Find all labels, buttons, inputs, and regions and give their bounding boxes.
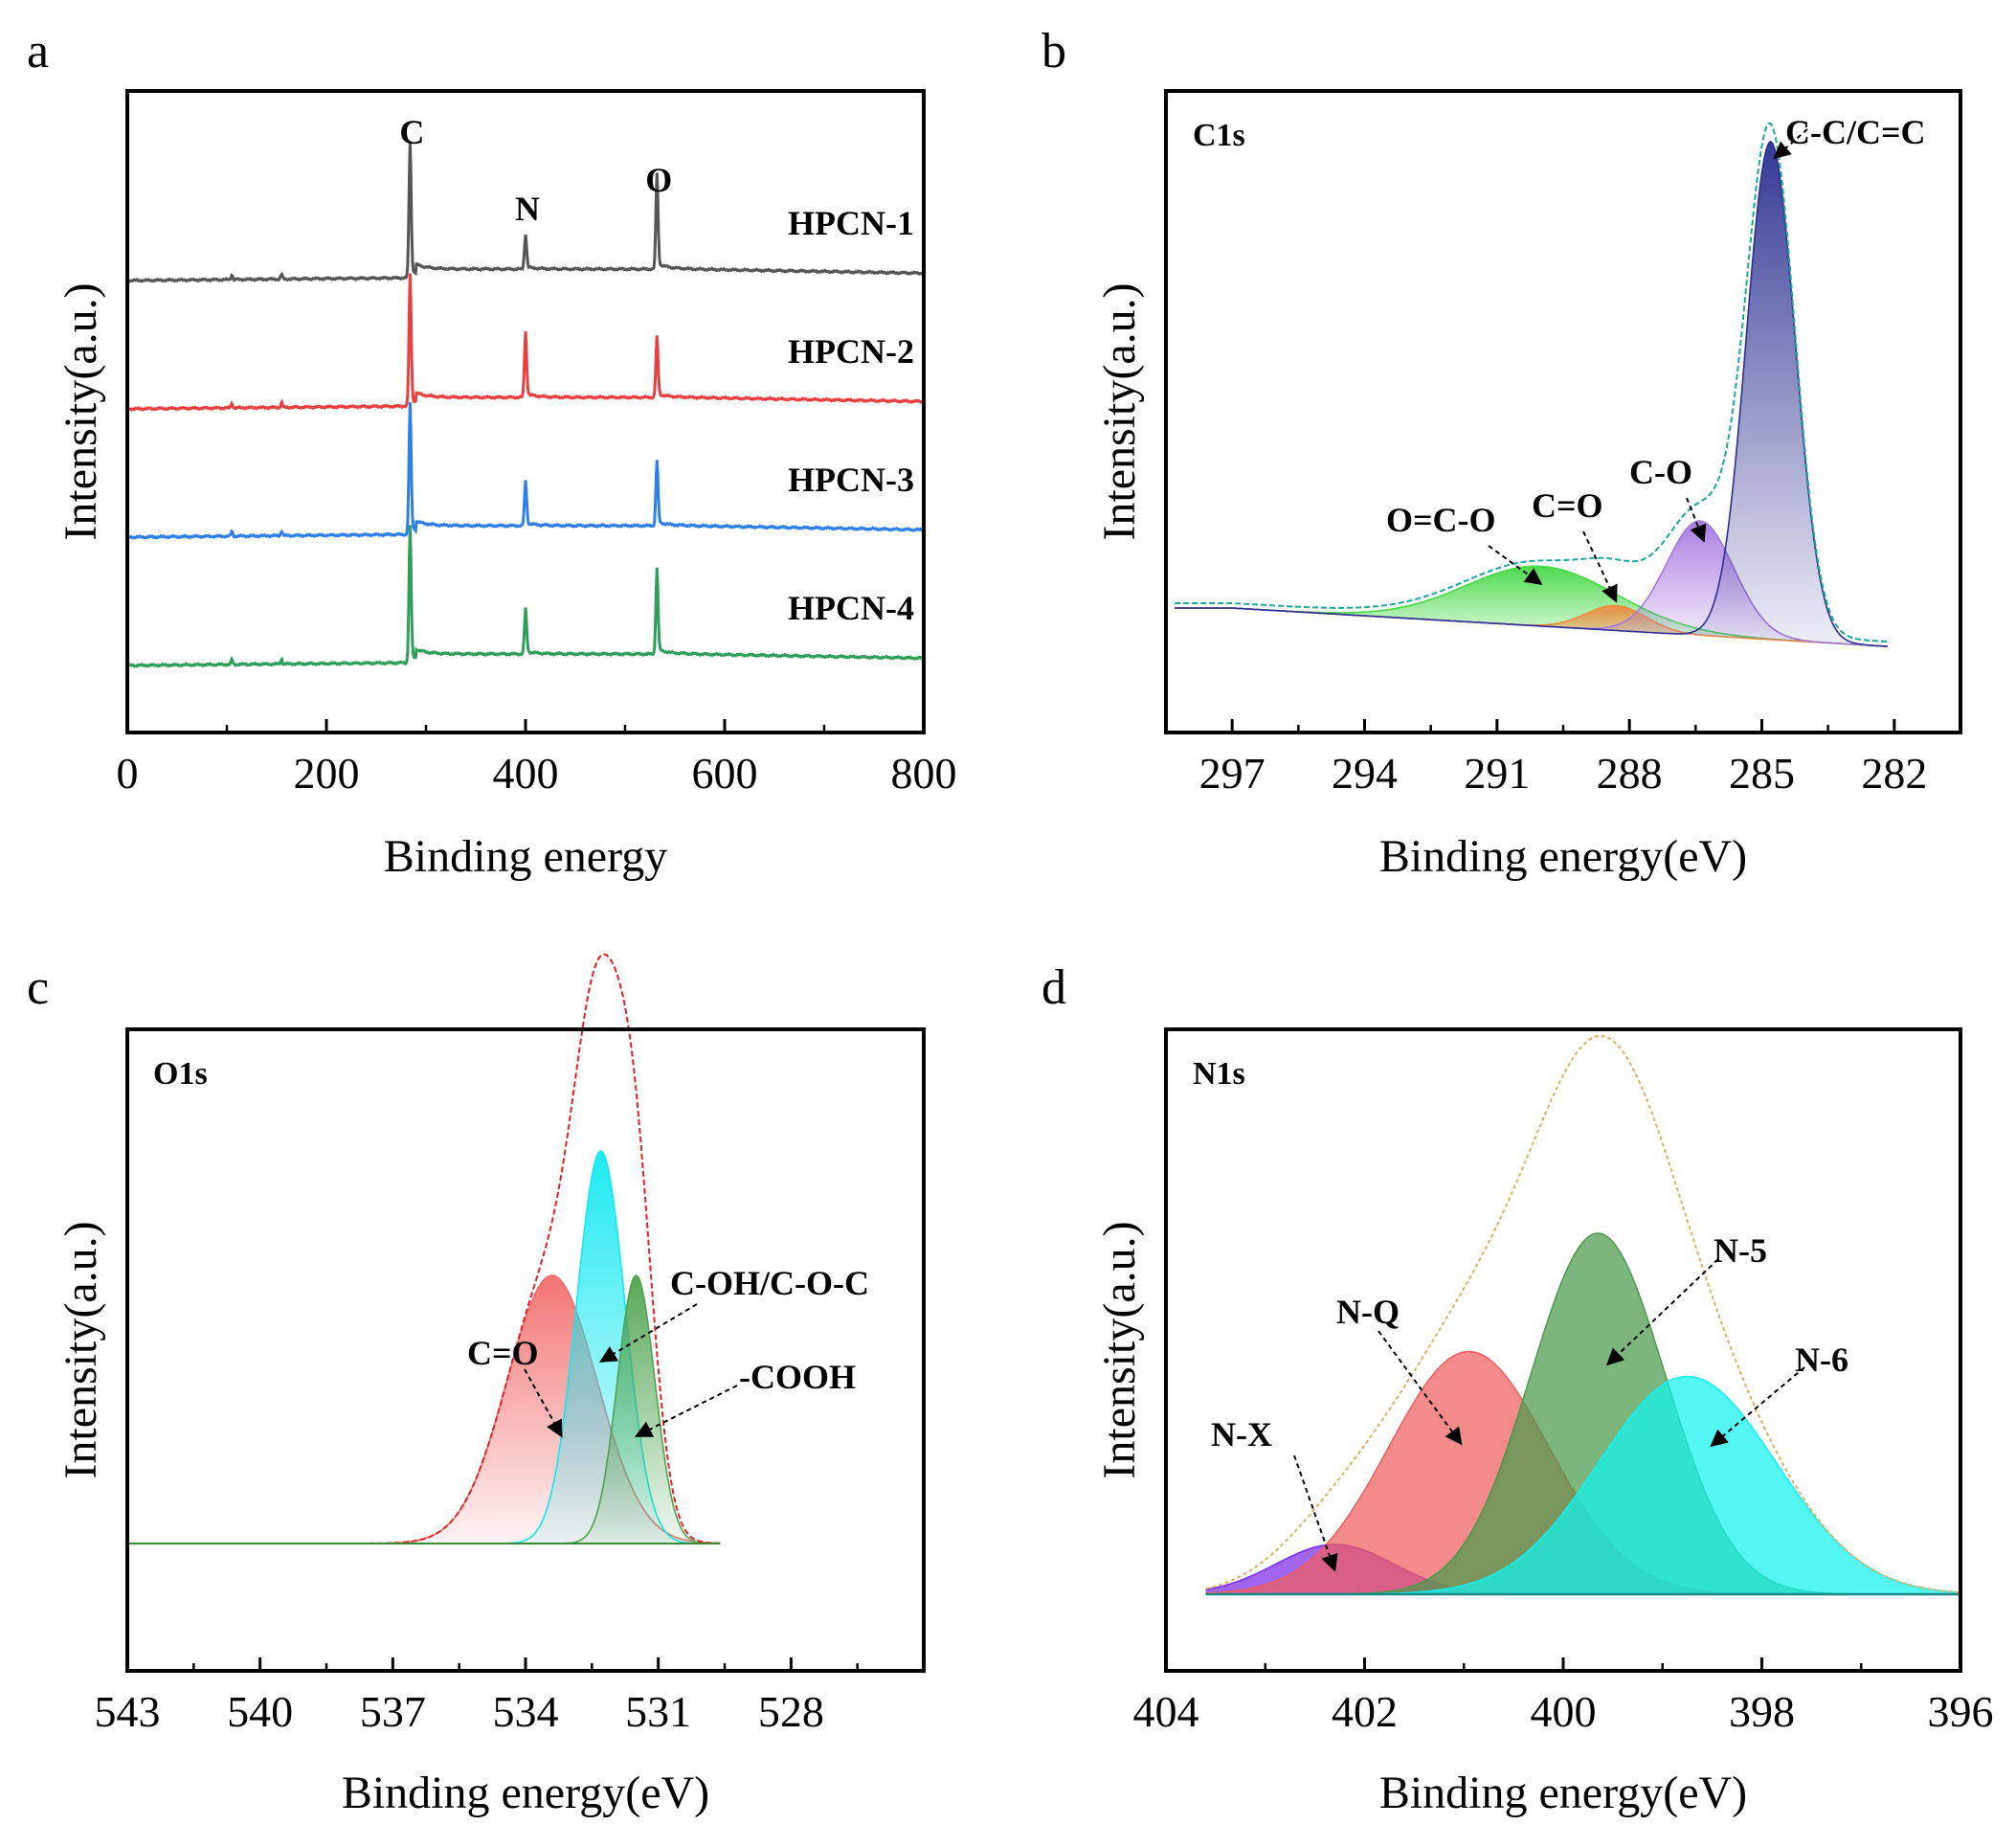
panel-b-ylabel: Intensity(a.u.)	[1094, 282, 1145, 540]
fitted-peak-area	[1175, 566, 1888, 647]
x-tick-label: 540	[227, 1687, 293, 1736]
annotation-arrow	[1582, 530, 1618, 603]
panel-d-ylabel: Intensity(a.u.)	[1094, 1221, 1145, 1478]
panel-a-frame	[125, 89, 926, 734]
peak-label: C	[399, 113, 424, 151]
peak-annotation: C-O	[1629, 453, 1692, 491]
peak-annotation: N-5	[1714, 1231, 1767, 1270]
peak-annotation: N-Q	[1336, 1293, 1400, 1331]
series-label: HPCN-2	[788, 332, 914, 371]
peak-annotation: C-OH/C-O-C	[670, 1264, 869, 1302]
x-tick-label: 531	[625, 1687, 691, 1736]
annotation-arrow	[1378, 1330, 1463, 1446]
series-label: HPCN-1	[788, 204, 914, 242]
peak-label: O	[645, 161, 672, 199]
x-tick-label: 200	[294, 749, 360, 798]
fitted-peak-area	[1205, 1233, 1960, 1594]
x-tick-label: 600	[692, 749, 758, 798]
peak-annotation: C=O	[467, 1334, 539, 1372]
annotation-arrow	[1686, 497, 1707, 543]
envelope-line	[1205, 1034, 1961, 1593]
series-label: HPCN-4	[788, 589, 914, 627]
x-tick-label: 291	[1464, 749, 1530, 798]
panel-b-plot: C-C/C=C C-O C=O O=C-O	[1175, 113, 1926, 647]
panel-b-title: C1s	[1193, 118, 1245, 153]
series-label: HPCN-3	[788, 461, 914, 499]
x-tick-label: 528	[758, 1687, 824, 1736]
panel-d-x-ticks: 404 402 400 398 396	[1133, 1657, 1994, 1736]
x-tick-label: 297	[1199, 749, 1266, 798]
peak-label: N	[515, 190, 540, 228]
annotation-arrow	[1293, 1454, 1338, 1572]
x-tick-label: 537	[360, 1687, 426, 1736]
envelope-line	[1175, 123, 1888, 643]
annotation-arrow	[1773, 128, 1808, 160]
annotation-arrow	[524, 1368, 563, 1438]
annotation-arrow	[1710, 1366, 1805, 1448]
series-line	[126, 402, 925, 540]
series-line	[125, 273, 925, 412]
panel-letter-c: c	[27, 960, 49, 1015]
fitted-peak-line	[1175, 140, 1888, 647]
x-tick-label: 398	[1729, 1687, 1795, 1736]
x-tick-label: 0	[117, 749, 139, 798]
panel-c: c C=O C-OH/C-O-C -COOH O1s 543 540 537 534 531…	[27, 953, 926, 1818]
panel-b: b C-C/C=C C-O C=O O=C-O C1s 297 294 291 288 285…	[1042, 24, 1962, 882]
panel-letter-b: b	[1042, 24, 1066, 79]
panel-d-xlabel: Binding energy(eV)	[1379, 1768, 1747, 1818]
annotation-arrow	[1488, 545, 1543, 586]
panel-a-x-ticks: 0 200 400 600 800	[117, 719, 957, 798]
panel-a-plot: HPCN-1 HPCN-2 HPCN-3 HPCN-4 C N O	[125, 113, 925, 668]
peak-annotation: N-X	[1211, 1415, 1272, 1454]
x-tick-label: 400	[1531, 1687, 1597, 1736]
fitted-peak-area	[1205, 1351, 1960, 1594]
panel-c-xlabel: Binding energy(eV)	[342, 1768, 709, 1818]
panel-c-plot: C=O C-OH/C-O-C -COOH	[127, 953, 869, 1544]
peak-annotation: C-C/C=C	[1785, 113, 1926, 151]
x-tick-label: 543	[95, 1687, 161, 1736]
x-tick-label: 800	[891, 749, 957, 798]
x-tick-label: 402	[1332, 1687, 1398, 1736]
x-tick-label: 288	[1597, 749, 1663, 798]
fitted-peak-area	[1175, 141, 1888, 647]
series-line	[126, 141, 925, 283]
x-tick-label: 400	[493, 749, 559, 798]
fitted-peak-area	[127, 1275, 721, 1544]
x-tick-label: 282	[1861, 749, 1927, 798]
panel-d-title: N1s	[1193, 1056, 1245, 1092]
panel-d: d N-X N-Q N-5 N-6 N1s 404 402 400 398 396 Bindi…	[1042, 960, 1994, 1818]
panel-letter-d: d	[1042, 960, 1066, 1015]
panel-letter-a: a	[27, 24, 49, 79]
panel-a-xlabel: Binding energy	[384, 831, 667, 882]
x-tick-label: 285	[1729, 749, 1795, 798]
annotation-arrow	[634, 1385, 738, 1437]
x-tick-label: 534	[493, 1687, 559, 1736]
panel-a-ylabel: Intensity(a.u.)	[56, 282, 106, 540]
panel-c-title: O1s	[153, 1056, 208, 1092]
peak-annotation: C=O	[1532, 486, 1603, 525]
peak-annotation: N-6	[1795, 1341, 1848, 1379]
panel-a: a HPCN-1 HPCN-2 HPCN-3 HPCN-4 C N O 0 200 400 600…	[27, 24, 957, 882]
peak-annotation: O=C-O	[1386, 501, 1496, 539]
annotation-arrow	[599, 1303, 698, 1363]
fitted-peak-area	[127, 1151, 721, 1544]
peak-annotation: -COOH	[739, 1358, 856, 1396]
panel-b-xlabel: Binding energy(eV)	[1379, 831, 1747, 882]
panel-c-ylabel: Intensity(a.u.)	[56, 1221, 106, 1478]
x-tick-label: 294	[1332, 749, 1398, 798]
x-tick-label: 404	[1133, 1687, 1199, 1736]
series-line	[126, 525, 925, 668]
x-tick-label: 396	[1928, 1687, 1994, 1736]
panel-b-x-ticks: 297 294 291 288 285 282	[1199, 719, 1927, 798]
panel-c-x-ticks: 543 540 537 534 531 528	[95, 1657, 859, 1736]
panel-d-plot: N-X N-Q N-5 N-6	[1205, 1034, 1961, 1596]
